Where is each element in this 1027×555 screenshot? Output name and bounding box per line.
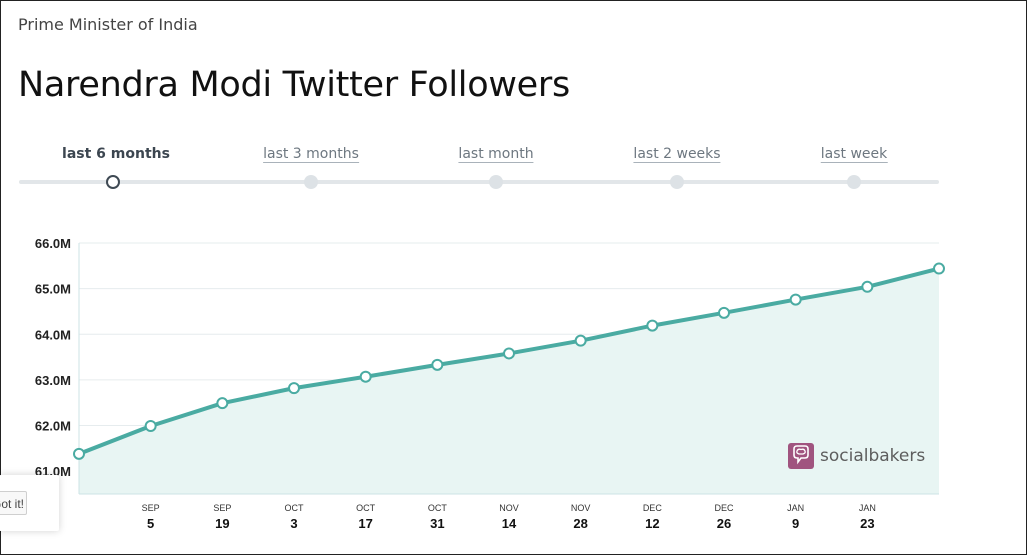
x-tick-day: 3 bbox=[290, 516, 297, 531]
x-tick-month: OCT bbox=[428, 503, 448, 513]
x-tick-month: SEP bbox=[213, 503, 231, 513]
y-tick-label: 64.0M bbox=[35, 327, 71, 342]
x-tick-month: OCT bbox=[356, 503, 376, 513]
x-tick-day: 31 bbox=[430, 516, 444, 531]
cookie-accept-button[interactable]: Got it! bbox=[0, 491, 27, 515]
x-tick-day: 12 bbox=[645, 516, 659, 531]
area-fill bbox=[79, 268, 939, 494]
y-tick-label: 63.0M bbox=[35, 373, 71, 388]
y-tick-label: 65.0M bbox=[35, 282, 71, 297]
y-tick-label: 66.0M bbox=[35, 236, 71, 251]
data-point bbox=[861, 280, 874, 293]
data-point bbox=[574, 334, 587, 347]
page-subtitle: Prime Minister of India bbox=[18, 15, 198, 34]
data-point bbox=[789, 293, 802, 306]
page-title: Narendra Modi Twitter Followers bbox=[18, 65, 570, 105]
x-tick-day: 28 bbox=[573, 516, 587, 531]
socialbakers-watermark: socialbakers bbox=[788, 441, 925, 471]
range-dot-last-month[interactable] bbox=[489, 175, 503, 189]
range-dot-last-6-months[interactable] bbox=[106, 175, 120, 189]
x-tick-month: DEC bbox=[714, 503, 734, 513]
data-point bbox=[288, 382, 300, 395]
range-dot-last-2-weeks[interactable] bbox=[670, 175, 684, 189]
x-tick-month: JAN bbox=[787, 503, 804, 513]
x-tick-month: NOV bbox=[499, 503, 519, 513]
range-option-last-2-weeks[interactable]: last 2 weeks bbox=[633, 146, 721, 163]
x-tick-month: NOV bbox=[571, 503, 591, 513]
x-tick-day: 23 bbox=[860, 516, 874, 531]
data-point bbox=[359, 370, 372, 383]
x-tick-month: OCT bbox=[285, 503, 305, 513]
data-point bbox=[718, 306, 730, 319]
x-tick-day: 14 bbox=[502, 516, 517, 531]
watermark-text: socialbakers bbox=[820, 446, 926, 466]
data-point bbox=[73, 447, 85, 460]
cookie-banner: Got it! bbox=[0, 475, 59, 531]
range-option-last-6-months[interactable]: last 6 months bbox=[62, 146, 170, 162]
y-tick-label: 62.0M bbox=[35, 419, 71, 434]
range-track bbox=[19, 180, 939, 184]
range-dot-last-3-months[interactable] bbox=[304, 175, 318, 189]
x-tick-day: 17 bbox=[358, 516, 372, 531]
data-point bbox=[144, 420, 157, 433]
range-dot-last-week[interactable] bbox=[847, 175, 861, 189]
x-tick-day: 19 bbox=[215, 516, 229, 531]
range-option-last-month[interactable]: last month bbox=[458, 146, 534, 163]
socialbakers-logo-icon bbox=[788, 443, 814, 469]
range-option-last-week[interactable]: last week bbox=[820, 146, 888, 163]
data-point bbox=[431, 358, 444, 371]
data-point bbox=[503, 347, 515, 360]
data-point bbox=[646, 319, 659, 332]
x-tick-day: 9 bbox=[792, 516, 799, 531]
followers-chart: 61.0M62.0M63.0M64.0M65.0M66.0MSEP5SEP19O… bbox=[35, 236, 945, 531]
data-point bbox=[216, 397, 229, 410]
range-option-last-3-months[interactable]: last 3 months bbox=[263, 146, 359, 163]
x-tick-month: DEC bbox=[643, 503, 663, 513]
x-tick-month: SEP bbox=[142, 503, 160, 513]
x-tick-month: JAN bbox=[859, 503, 876, 513]
data-point bbox=[933, 262, 945, 275]
x-tick-day: 26 bbox=[717, 516, 731, 531]
x-tick-day: 5 bbox=[147, 516, 154, 531]
